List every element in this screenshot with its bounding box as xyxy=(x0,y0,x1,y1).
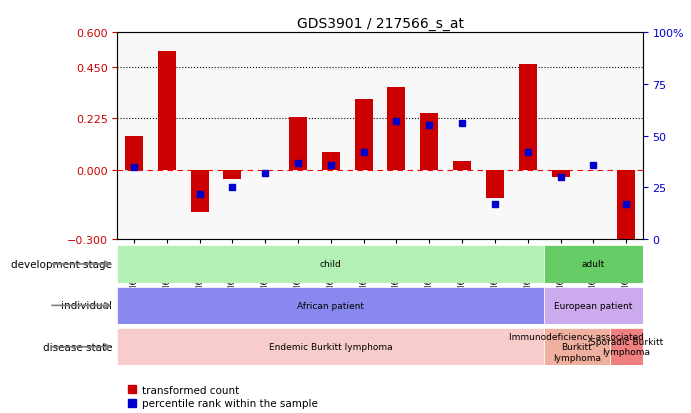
Bar xyxy=(453,161,471,171)
FancyBboxPatch shape xyxy=(117,246,545,283)
Text: European patient: European patient xyxy=(554,301,632,310)
FancyBboxPatch shape xyxy=(545,246,643,283)
Bar xyxy=(388,88,406,171)
FancyBboxPatch shape xyxy=(609,328,643,366)
Bar xyxy=(158,51,176,171)
Bar xyxy=(420,113,438,171)
Bar xyxy=(519,65,537,171)
Text: Immunodeficiency associated
Burkitt
lymphoma: Immunodeficiency associated Burkitt lymp… xyxy=(509,332,645,362)
FancyBboxPatch shape xyxy=(545,287,643,324)
Text: development stage: development stage xyxy=(11,259,112,269)
Text: individual: individual xyxy=(61,301,112,311)
Text: Endemic Burkitt lymphoma: Endemic Burkitt lymphoma xyxy=(269,342,392,351)
FancyBboxPatch shape xyxy=(117,287,545,324)
Bar xyxy=(617,171,635,251)
Text: African patient: African patient xyxy=(297,301,364,310)
Legend: transformed count, percentile rank within the sample: transformed count, percentile rank withi… xyxy=(123,381,323,413)
Bar xyxy=(486,171,504,198)
FancyBboxPatch shape xyxy=(117,328,545,366)
Bar xyxy=(191,171,209,212)
Bar xyxy=(223,171,241,180)
Text: child: child xyxy=(320,260,341,269)
Bar xyxy=(125,136,143,171)
Text: adult: adult xyxy=(582,260,605,269)
Text: disease state: disease state xyxy=(43,342,112,352)
Bar xyxy=(354,100,372,171)
FancyBboxPatch shape xyxy=(545,328,609,366)
Title: GDS3901 / 217566_s_at: GDS3901 / 217566_s_at xyxy=(296,17,464,31)
Bar xyxy=(289,118,307,171)
Bar xyxy=(551,171,569,178)
Bar xyxy=(322,152,340,171)
Text: Sporadic Burkitt
lymphoma: Sporadic Burkitt lymphoma xyxy=(589,337,663,356)
